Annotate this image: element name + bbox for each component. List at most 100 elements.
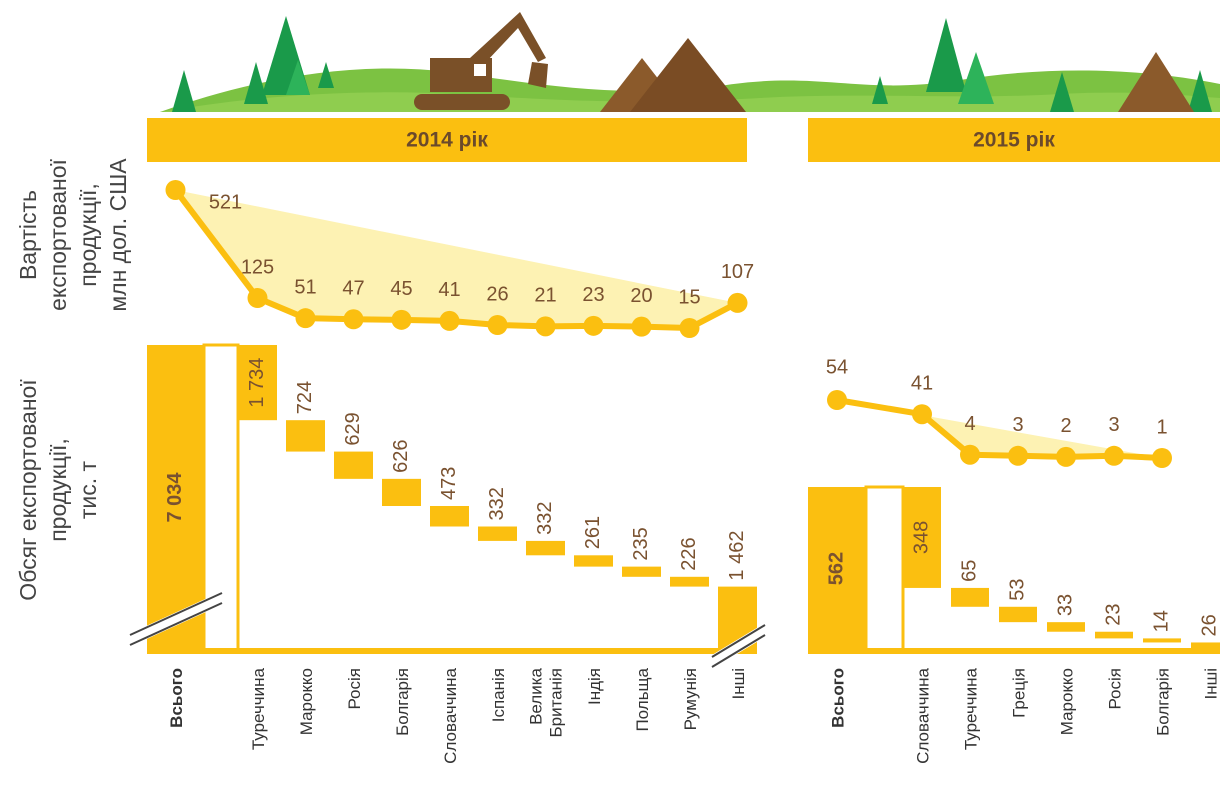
category-label: Росія [345,668,364,710]
line-label: 47 [342,278,364,300]
line-point [165,180,186,200]
axis-labels: Вартість експортованої продукції, млн до… [15,158,131,601]
waterfall-bar [382,478,421,506]
category-label: Словаччина [441,667,460,763]
line-point [295,308,316,329]
line-point [583,315,604,336]
bar-label: 629 [342,412,364,445]
baseline [147,648,757,654]
category-label: Туреччина [961,667,980,750]
line-label: 3 [1012,414,1023,436]
axis-break [129,602,223,646]
category-label: Росія [1105,668,1124,710]
header-bar [808,118,1220,162]
bar-label: 724 [294,381,316,414]
waterfall-bar [903,487,941,588]
gap-frame [864,485,905,652]
line-point [960,444,980,465]
line-point [439,310,460,331]
line-label: 15 [678,286,700,308]
category-label: Румунія [681,668,700,730]
waterfall-bar [286,420,325,452]
bar-label: 14 [1150,610,1172,632]
line-point [1056,446,1076,467]
line-point [679,318,700,338]
category-label: Марокко [1057,668,1076,735]
line-point [1152,448,1172,468]
waterfall-bar [1095,631,1133,639]
line-label: 521 [209,191,242,213]
axis-break [711,634,766,668]
line-point [727,292,748,313]
category-label: Словаччина [913,667,932,763]
header-title: 2015 рік [973,129,1055,152]
category-label: Інші [1201,668,1220,700]
line-point [631,316,652,337]
bar-label: 261 [582,516,604,549]
category-label: Інші [729,668,748,700]
waterfall-bar [951,587,989,607]
line-point [247,288,268,308]
line-label: 51 [294,276,316,298]
line-point [487,315,508,335]
volume-axis-label: Обсяг експортованої [15,379,41,601]
total-bar [808,487,866,650]
bar-label: 33 [1054,594,1076,616]
category-label: Греція [1009,668,1028,718]
waterfall-bar [1143,638,1181,643]
landscape [160,12,1220,112]
category-label: Марокко [297,668,316,735]
total-label: 7 034 [164,472,186,523]
line-label: 21 [534,285,556,307]
waterfall-bar [334,451,373,479]
line-label: 41 [438,279,460,301]
category-label: Туреччина [249,667,268,750]
line-label: 45 [390,278,412,300]
line-point [535,316,556,337]
bar-label: 65 [958,560,980,582]
waterfall-bar [670,576,709,587]
line-label: 41 [911,373,933,395]
line-label: 3 [1108,414,1119,436]
axis-break [708,624,769,668]
waterfall-bar [1191,642,1220,650]
line-label: 54 [826,356,848,378]
category-label: Велика Британія [527,667,566,742]
bar-label: 332 [486,487,508,520]
line-label: 23 [582,284,604,306]
line-point [827,390,847,410]
line-point [391,309,412,330]
axis-break [129,592,223,636]
waterfall-bar [238,345,277,421]
bar-label: 226 [678,537,700,570]
value-axis-label: млн дол. США [105,158,131,312]
waterfall-bar [1047,622,1085,632]
volume-axis-label: продукції, [45,438,71,542]
bar-label: 235 [630,527,652,560]
waterfall-bar [430,505,469,527]
waterfall-bar [574,555,613,567]
line-point [1008,445,1028,466]
line-label: 26 [486,283,508,305]
bar-label: 1 462 [726,531,748,581]
bar-label: 53 [1006,579,1028,601]
value-axis-label: експортованої [45,158,71,310]
category-label: Всього [828,668,847,728]
bar-label: 473 [438,467,460,500]
waterfall-bar [622,566,661,577]
header-bar [147,118,747,162]
line-label: 20 [630,285,652,307]
bar-label: 332 [534,502,556,535]
line-point [343,309,364,330]
total-label: 562 [825,552,847,585]
axis-break [711,624,766,658]
line-label: 125 [241,256,274,278]
waterfall-bar [526,540,565,556]
category-label: Болгарія [393,668,412,736]
header-title: 2014 рік [406,129,488,152]
value-axis-label: Вартість [15,190,41,280]
bar-label: 626 [390,439,412,472]
category-label: Болгарія [1153,668,1172,736]
value-axis-label: продукції, [75,183,101,287]
